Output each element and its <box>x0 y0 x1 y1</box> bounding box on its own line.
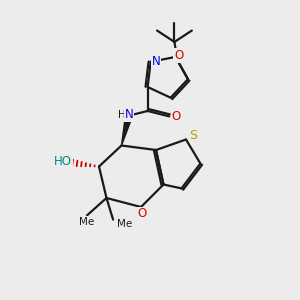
Text: HO: HO <box>54 155 72 168</box>
Text: Me: Me <box>117 219 132 229</box>
Polygon shape <box>122 117 132 146</box>
Text: Me: Me <box>79 217 94 227</box>
Text: H: H <box>118 110 125 120</box>
Text: O: O <box>171 110 180 123</box>
Text: N: N <box>124 108 134 122</box>
Text: S: S <box>190 129 197 142</box>
Text: O: O <box>174 49 183 62</box>
Text: O: O <box>138 207 147 220</box>
Text: N: N <box>152 55 161 68</box>
